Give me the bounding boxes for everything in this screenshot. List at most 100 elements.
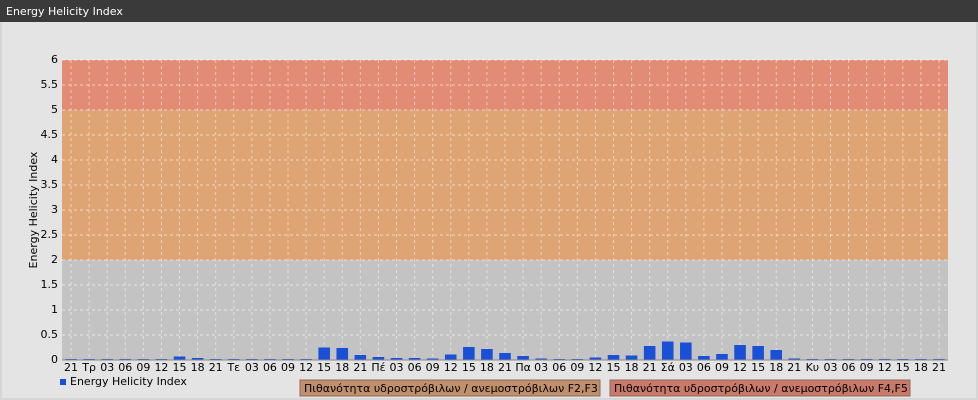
x-tick-label: 15 <box>606 361 620 374</box>
x-tick-label: 18 <box>191 361 205 374</box>
x-tick-label: 03 <box>100 361 114 374</box>
bar <box>517 356 529 360</box>
x-tick-label: 12 <box>299 361 313 374</box>
chart-title: Energy Helicity Index <box>6 5 123 18</box>
x-tick-label: 15 <box>173 361 187 374</box>
x-tick-label: 06 <box>118 361 132 374</box>
bar <box>625 355 638 360</box>
bar <box>354 355 367 360</box>
bar <box>788 358 801 360</box>
bar <box>372 357 385 360</box>
x-tick-label: 12 <box>588 361 602 374</box>
y-tick-label: 3.5 <box>41 178 59 191</box>
bar <box>426 358 439 360</box>
bar <box>408 358 421 360</box>
y-axis-label: Energy Helicity Index <box>27 151 40 268</box>
bar <box>680 342 692 360</box>
y-tick-label: 4 <box>51 153 58 166</box>
bar <box>607 355 620 360</box>
bar <box>643 346 656 360</box>
x-tick-label: 09 <box>860 361 874 374</box>
x-tick-label: 18 <box>769 361 783 374</box>
bar <box>499 353 511 360</box>
x-tick-label: 09 <box>715 361 729 374</box>
band-legend-box <box>299 379 601 397</box>
x-tick-label: 03 <box>679 361 693 374</box>
band-legend-label: Πιθανότητα υδροστρόβιλων / ανεμοστρόβιλω… <box>304 382 598 395</box>
x-tick-label: 21 <box>498 361 512 374</box>
x-tick-label: Τρ <box>81 361 96 374</box>
x-tick-label: Σά <box>661 361 675 374</box>
x-tick-label: Κυ <box>806 361 820 374</box>
x-tick-label: 15 <box>751 361 765 374</box>
bar <box>661 341 674 360</box>
y-tick-label: 2 <box>51 253 58 266</box>
bar <box>390 358 403 360</box>
x-tick-label: 12 <box>154 361 168 374</box>
bar <box>481 349 493 360</box>
x-tick-label: 06 <box>408 361 422 374</box>
x-tick-label: 12 <box>444 361 458 374</box>
y-tick-label: 1 <box>51 303 58 316</box>
y-tick-label: 5.5 <box>41 78 59 91</box>
x-tick-label: 03 <box>390 361 404 374</box>
x-tick-label: 21 <box>353 361 367 374</box>
bar <box>444 354 457 360</box>
bar <box>716 354 728 360</box>
x-tick-label: 06 <box>697 361 711 374</box>
y-tick-label: 2.5 <box>41 228 59 241</box>
x-tick-label: 15 <box>317 361 331 374</box>
x-tick-label: 06 <box>842 361 856 374</box>
x-tick-label: Τε <box>226 361 240 374</box>
x-tick-label: 03 <box>245 361 259 374</box>
bar <box>734 345 746 360</box>
x-tick-label: 15 <box>896 361 910 374</box>
band-legend-label: Πιθανότητα υδροστρόβιλων / ανεμοστρόβιλω… <box>614 382 908 395</box>
bar <box>535 358 547 360</box>
y-tick-label: 4.5 <box>41 128 59 141</box>
x-tick-label: 03 <box>823 361 837 374</box>
x-tick-label: 06 <box>552 361 566 374</box>
header-bar <box>0 0 978 22</box>
x-tick-label: 09 <box>136 361 150 374</box>
x-tick-label: 21 <box>787 361 801 374</box>
legend-swatch <box>60 379 66 385</box>
x-tick-label: 21 <box>932 361 946 374</box>
bar <box>589 357 602 360</box>
x-tick-label: 09 <box>281 361 295 374</box>
legend-label: Energy Helicity Index <box>70 375 187 388</box>
bar <box>191 358 204 360</box>
y-tick-label: 1.5 <box>41 278 59 291</box>
x-tick-label: 21 <box>209 361 223 374</box>
y-tick-label: 0.5 <box>41 328 59 341</box>
bar <box>336 348 349 360</box>
x-tick-label: 18 <box>914 361 928 374</box>
x-tick-label: 18 <box>625 361 639 374</box>
bar <box>770 350 783 360</box>
y-tick-label: 3 <box>51 203 58 216</box>
bar <box>318 347 330 360</box>
x-tick-label: 18 <box>335 361 349 374</box>
x-tick-label: 18 <box>480 361 494 374</box>
x-tick-label: 15 <box>462 361 476 374</box>
bar <box>752 346 764 360</box>
bar <box>463 347 475 360</box>
x-tick-label: 12 <box>733 361 747 374</box>
x-tick-label: 06 <box>263 361 277 374</box>
band-legend-box <box>609 379 911 397</box>
x-tick-label: 09 <box>570 361 584 374</box>
bar <box>173 356 186 360</box>
x-tick-label: 12 <box>878 361 892 374</box>
x-tick-label: 21 <box>643 361 657 374</box>
y-tick-label: 6 <box>51 53 58 66</box>
x-tick-label: 09 <box>426 361 440 374</box>
y-tick-label: 5 <box>51 103 58 116</box>
x-tick-label: Πέ <box>371 361 385 374</box>
bar <box>698 356 710 360</box>
x-tick-label: 21 <box>64 361 78 374</box>
y-tick-label: 0 <box>51 353 58 366</box>
x-tick-label: Πα <box>515 361 531 374</box>
x-tick-label: 03 <box>534 361 548 374</box>
